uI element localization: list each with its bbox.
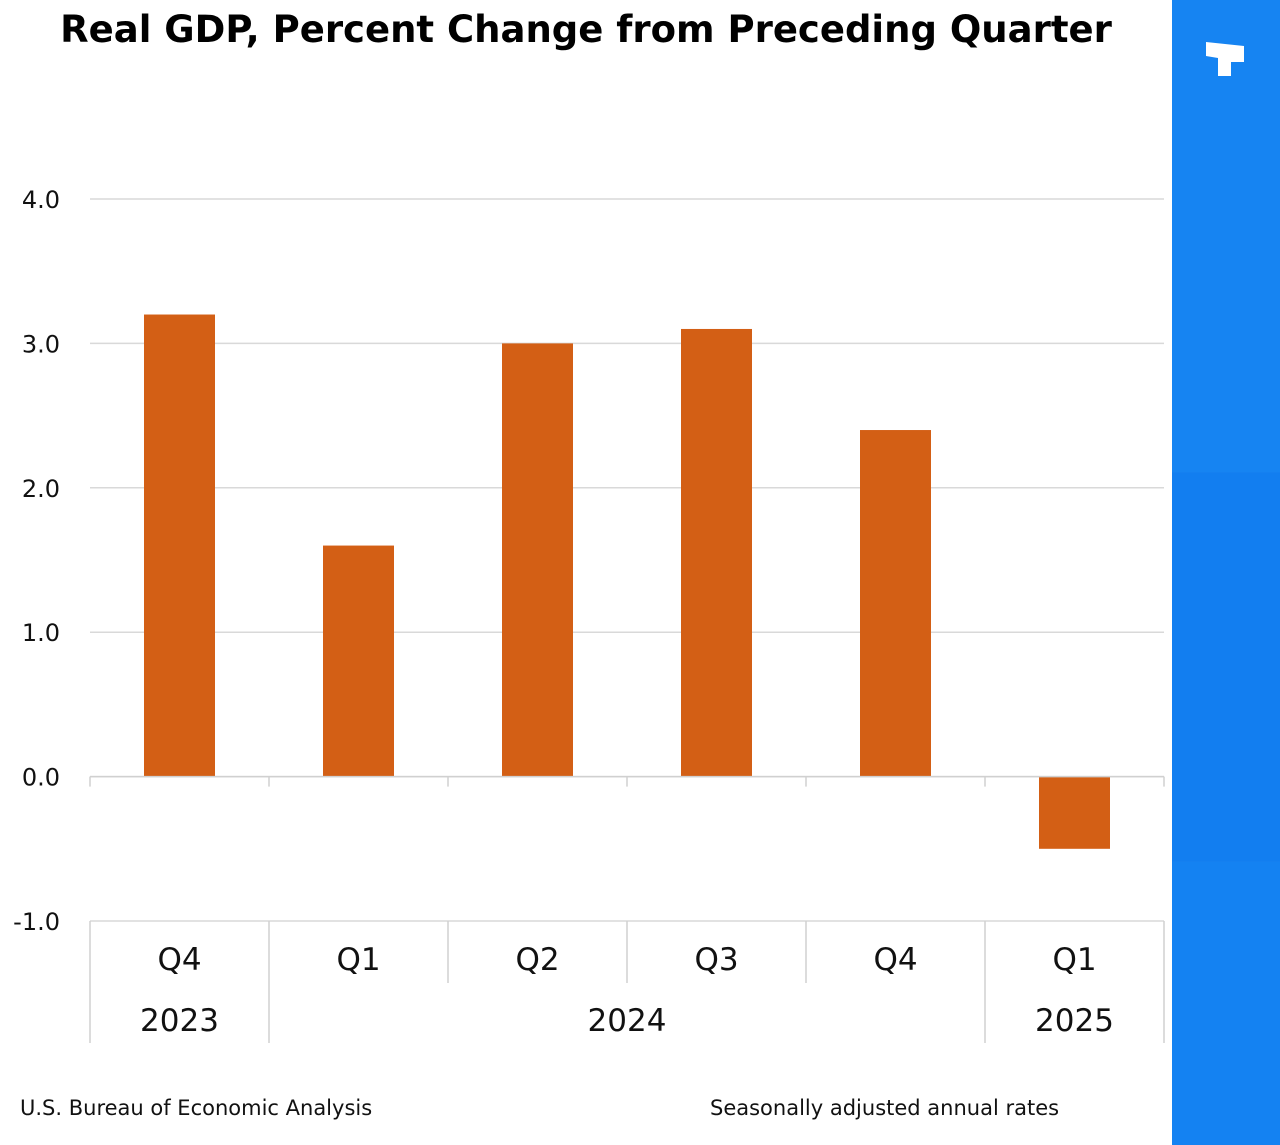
y-tick-label: 4.0: [22, 186, 60, 214]
source-note: U.S. Bureau of Economic Analysis: [20, 1096, 373, 1120]
x-tick-label: Q2: [515, 942, 559, 978]
y-tick-label: 0.0: [22, 764, 60, 792]
side-panel-segment: [1172, 0, 1280, 472]
bar: [144, 314, 215, 777]
chart-title: Real GDP, Percent Change from Preceding …: [60, 8, 1112, 51]
rates-note: Seasonally adjusted annual rates: [710, 1096, 1060, 1120]
side-panel: [1172, 0, 1280, 1145]
side-panel-segment: [1172, 473, 1280, 861]
year-label: 2025: [1035, 1003, 1114, 1039]
side-panel-segment: [1172, 862, 1280, 1145]
x-tick-label: Q1: [336, 942, 380, 978]
y-tick-label: 3.0: [22, 330, 60, 358]
y-tick-label: 1.0: [22, 619, 60, 647]
y-tick-label: -1.0: [13, 908, 60, 936]
x-tick-label: Q4: [873, 942, 917, 978]
x-tick-label: Q3: [694, 942, 738, 978]
bar-chart: 4.0 3.0 2.0 1.0 0.0 -1.0 Q4 Q1 Q2 Q3 Q4 Q1 2023 2024 2…: [13, 186, 1165, 1043]
x-tick-label: Q1: [1052, 942, 1096, 978]
bar: [502, 343, 573, 777]
bar: [681, 328, 752, 777]
year-label: 2024: [588, 1003, 667, 1039]
bar: [323, 545, 394, 777]
brand-logo-icon[interactable]: [1203, 36, 1247, 80]
bar: [860, 430, 931, 777]
year-label: 2023: [140, 1003, 219, 1039]
bar: [1039, 776, 1110, 849]
y-tick-label: 2.0: [22, 475, 60, 503]
x-tick-label: Q4: [157, 942, 201, 978]
